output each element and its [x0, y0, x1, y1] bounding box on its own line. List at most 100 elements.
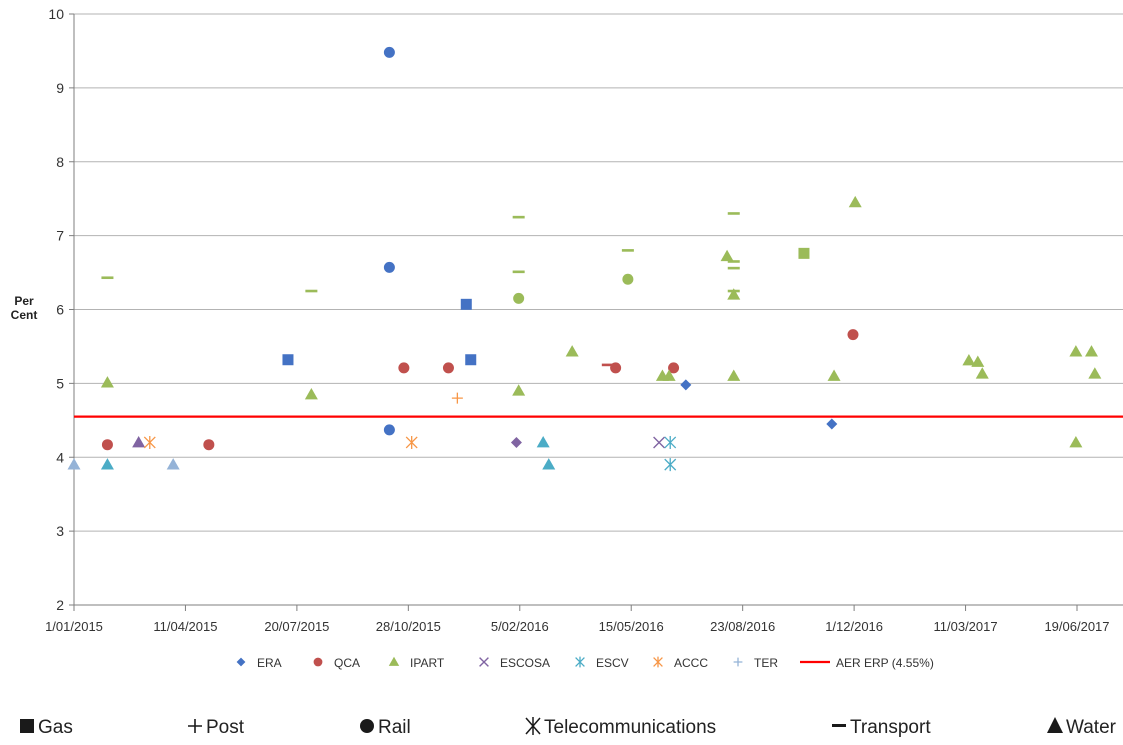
y-tick-label-10: 10: [48, 6, 64, 22]
y-axis-title-line: Cent: [11, 308, 38, 322]
shape-key-label: Transport: [850, 717, 931, 738]
series-ipart: [100, 195, 1102, 448]
legend-swatch-shape: [733, 657, 743, 667]
point-ipart-24: [971, 355, 985, 367]
point-ipart-10-shape: [622, 273, 634, 285]
filled-circle-icon: [360, 719, 374, 733]
point-accc-2: [451, 392, 463, 404]
shape-key-telecommunications: Telecommunications: [525, 717, 716, 738]
legend-label: ERA: [257, 656, 282, 670]
gridlines: [74, 13, 1123, 532]
point-qca-6-shape: [847, 329, 859, 341]
point-escv-3-shape: [664, 435, 677, 449]
point-ipart-5-shape: [512, 270, 525, 274]
point-ipart-9-shape: [621, 249, 634, 252]
point-era-3-shape: [282, 354, 294, 366]
legend-swatch-shape: [479, 657, 489, 667]
legend-swatch: [313, 657, 323, 667]
point-qca-1-shape: [203, 439, 215, 451]
point-ter-1-shape: [166, 458, 180, 470]
point-escv-3: [664, 435, 677, 449]
point-ipart-4-shape: [512, 215, 525, 219]
point-ipart-23-shape: [962, 353, 976, 366]
shape-key-label: Post: [206, 717, 245, 738]
series-escosa: [132, 435, 666, 449]
point-ipart-2-shape: [305, 289, 318, 293]
y-tick-label-9: 9: [56, 80, 64, 96]
point-era-5: [465, 354, 477, 366]
point-era-0: [383, 46, 395, 58]
point-qca-7-shape: [601, 363, 614, 367]
point-ipart-16-shape: [727, 266, 740, 270]
point-ipart-12: [662, 369, 676, 381]
point-qca-0: [101, 439, 113, 451]
point-ipart-6: [513, 292, 525, 304]
point-ipart-20-shape: [798, 247, 810, 259]
point-ipart-1: [100, 376, 114, 388]
point-ipart-19: [727, 369, 741, 381]
legend-swatch: [479, 657, 489, 667]
point-ipart-27: [1069, 435, 1083, 448]
point-era-7: [826, 418, 838, 430]
point-ipart-29-shape: [1088, 367, 1102, 379]
point-era-6-shape: [680, 379, 692, 391]
shape-key-label: Rail: [378, 717, 411, 738]
series-accc: [143, 392, 463, 449]
point-ipart-26-shape: [1069, 345, 1083, 357]
point-qca-3-shape: [442, 362, 454, 374]
point-escosa-2: [653, 436, 666, 449]
point-era-3: [282, 354, 294, 366]
shape-key-water: Water: [1047, 717, 1117, 738]
legend-label: ESCV: [596, 656, 629, 670]
point-ipart-14-shape: [727, 212, 740, 215]
point-era-4-shape: [460, 298, 472, 310]
legend-label: TER: [754, 656, 778, 670]
legend-swatch-shape: [236, 657, 246, 667]
point-ter-1: [166, 458, 180, 470]
point-accc-0-shape: [143, 435, 156, 449]
data-points: [67, 46, 1102, 472]
shape-key-transport: Transport: [832, 717, 931, 738]
point-ipart-12-shape: [662, 369, 676, 381]
y-tick-label-5: 5: [56, 375, 64, 391]
point-ter-0: [67, 458, 81, 470]
point-ipart-3: [304, 387, 318, 400]
point-accc-1-shape: [405, 435, 418, 449]
point-ipart-27-shape: [1069, 435, 1083, 448]
point-ter-0-shape: [67, 458, 81, 470]
legend-swatch: [575, 656, 585, 668]
point-ipart-7-shape: [512, 384, 526, 396]
shape-key-post: Post: [188, 717, 245, 738]
point-ipart-18: [727, 288, 741, 300]
point-ipart-16: [727, 266, 740, 270]
shape-key: Gas Post Rail Telecommunications Transport Wa…: [20, 717, 1117, 738]
legend-swatch-shape: [388, 656, 400, 666]
point-ipart-22: [848, 195, 862, 208]
point-accc-1: [405, 435, 418, 449]
x-tick-label-1: 11/04/2015: [153, 619, 217, 634]
legend: ERA QCA IPART ESCOSA ESCV ACCC TER AER ERP (4.5…: [236, 656, 934, 670]
legend-swatch-shape: [575, 656, 585, 668]
filled-square-icon: [20, 719, 34, 733]
legend-item-qca: QCA: [313, 656, 360, 670]
x-tick-label-7: 1/12/2016: [825, 619, 883, 634]
x-tick-label-6: 23/08/2016: [710, 619, 775, 634]
point-accc-2-shape: [451, 392, 463, 404]
point-ipart-29: [1088, 367, 1102, 379]
filled-triangle-icon: [1047, 717, 1063, 733]
point-era-6: [680, 379, 692, 391]
legend-swatch-shape: [653, 656, 663, 668]
point-qca-7: [601, 363, 614, 367]
point-era-2: [383, 424, 395, 436]
point-escv-4-shape: [664, 458, 677, 472]
y-tick-label-2: 2: [56, 597, 64, 613]
point-ipart-21-shape: [827, 369, 841, 381]
point-ipart-13: [720, 249, 734, 262]
point-escosa-1-shape: [510, 436, 522, 448]
point-qca-2-shape: [398, 362, 410, 374]
y-tick-label-4: 4: [56, 449, 64, 465]
point-ipart-8: [565, 345, 579, 357]
point-era-1: [383, 261, 395, 273]
y-tick-label-3: 3: [56, 523, 64, 539]
legend-item-escv: ESCV: [575, 656, 629, 670]
